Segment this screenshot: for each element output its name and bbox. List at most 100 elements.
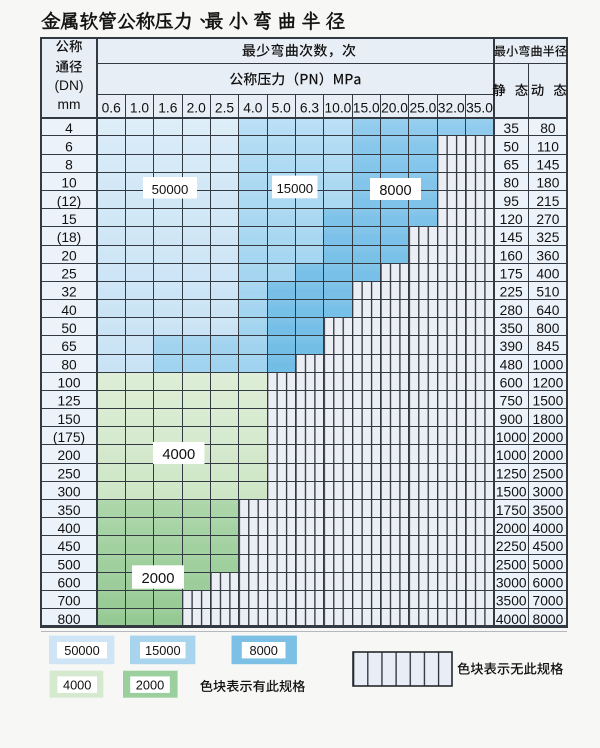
svg-text:200: 200 [57,448,80,463]
svg-text:225: 225 [500,285,523,300]
svg-text:350: 350 [500,321,523,336]
svg-text:4000: 4000 [496,612,527,627]
svg-text:4000: 4000 [162,447,195,463]
svg-text:510: 510 [536,285,559,300]
svg-text:900: 900 [500,412,523,427]
svg-text:(175): (175) [53,430,85,445]
svg-text:32: 32 [61,285,76,300]
svg-text:2.5: 2.5 [215,100,235,115]
svg-text:120: 120 [500,212,523,227]
svg-text:325: 325 [536,230,559,245]
svg-text:40: 40 [61,303,77,318]
svg-text:10: 10 [61,176,77,191]
svg-text:6000: 6000 [533,576,564,591]
svg-text:65: 65 [61,339,77,354]
svg-text:175: 175 [500,267,523,282]
svg-text:0.6: 0.6 [102,100,122,115]
svg-text:2250: 2250 [496,539,527,554]
svg-text:845: 845 [536,339,559,354]
svg-text:50: 50 [504,139,520,154]
svg-text:15.0: 15.0 [353,100,380,115]
svg-text:1000: 1000 [496,430,527,445]
svg-text:800: 800 [57,612,80,627]
svg-text:600: 600 [500,376,523,391]
svg-text:600: 600 [57,576,80,591]
svg-text:95: 95 [504,194,520,209]
svg-text:20: 20 [61,248,77,263]
svg-text:3000: 3000 [496,576,527,591]
svg-text:215: 215 [536,194,559,209]
svg-text:2000: 2000 [496,521,527,536]
svg-text:3500: 3500 [496,594,527,609]
svg-text:5.0: 5.0 [272,100,292,115]
svg-text:6: 6 [65,139,73,154]
svg-text:2500: 2500 [533,466,564,481]
svg-text:80: 80 [61,357,77,372]
svg-text:1000: 1000 [496,448,527,463]
svg-text:160: 160 [500,248,523,263]
svg-text:2000: 2000 [533,448,564,463]
svg-text:15000: 15000 [145,643,181,658]
svg-text:10.0: 10.0 [324,100,351,115]
svg-text:1250: 1250 [496,466,527,481]
svg-text:1200: 1200 [533,376,564,391]
svg-text:15000: 15000 [276,181,313,196]
svg-text:2000: 2000 [136,677,164,692]
svg-text:300: 300 [57,485,80,500]
svg-text:8: 8 [65,157,73,172]
svg-text:8000: 8000 [379,183,411,199]
svg-text:750: 750 [500,394,523,409]
svg-text:450: 450 [57,539,80,554]
svg-text:1500: 1500 [533,394,564,409]
svg-text:250: 250 [57,466,80,481]
svg-text:800: 800 [536,321,559,336]
svg-text:50000: 50000 [152,182,189,197]
svg-text:640: 640 [536,303,559,318]
svg-text:3500: 3500 [533,503,564,518]
svg-text:(18): (18) [57,230,82,245]
svg-text:100: 100 [57,376,80,391]
svg-text:1800: 1800 [533,412,564,427]
svg-text:65: 65 [504,157,520,172]
svg-text:2.0: 2.0 [187,100,207,115]
svg-text:7000: 7000 [533,594,564,609]
svg-text:4500: 4500 [533,539,564,554]
svg-text:350: 350 [57,503,80,518]
svg-text:25: 25 [61,267,77,282]
svg-text:32.0: 32.0 [438,100,465,115]
svg-text:360: 360 [536,248,559,263]
svg-text:15: 15 [61,212,77,227]
svg-text:50: 50 [61,321,77,336]
svg-text:25.0: 25.0 [409,100,436,115]
svg-text:3000: 3000 [533,485,564,500]
svg-text:8000: 8000 [533,612,564,627]
svg-text:125: 125 [57,394,80,409]
svg-text:(DN): (DN) [54,78,83,93]
svg-text:20.0: 20.0 [381,100,408,115]
svg-text:400: 400 [536,267,559,282]
svg-text:2500: 2500 [496,557,527,572]
svg-text:1000: 1000 [533,357,564,372]
svg-text:1750: 1750 [496,503,527,518]
svg-text:4000: 4000 [533,521,564,536]
svg-text:400: 400 [57,521,80,536]
svg-text:80: 80 [504,176,520,191]
svg-text:mm: mm [58,97,81,112]
svg-text:1500: 1500 [496,485,527,500]
svg-text:500: 500 [57,557,80,572]
svg-text:480: 480 [500,357,523,372]
svg-text:6.3: 6.3 [300,100,320,115]
svg-text:8000: 8000 [249,643,277,658]
svg-text:145: 145 [500,230,523,245]
svg-text:280: 280 [500,303,523,318]
svg-text:2000: 2000 [533,430,564,445]
svg-text:2000: 2000 [142,571,175,587]
svg-text:145: 145 [536,157,559,172]
svg-text:5000: 5000 [533,557,564,572]
svg-text:(12): (12) [57,194,82,209]
svg-text:270: 270 [536,212,559,227]
svg-text:180: 180 [536,176,559,191]
svg-text:4: 4 [65,121,73,136]
svg-text:150: 150 [57,412,80,427]
svg-text:50000: 50000 [64,643,100,658]
